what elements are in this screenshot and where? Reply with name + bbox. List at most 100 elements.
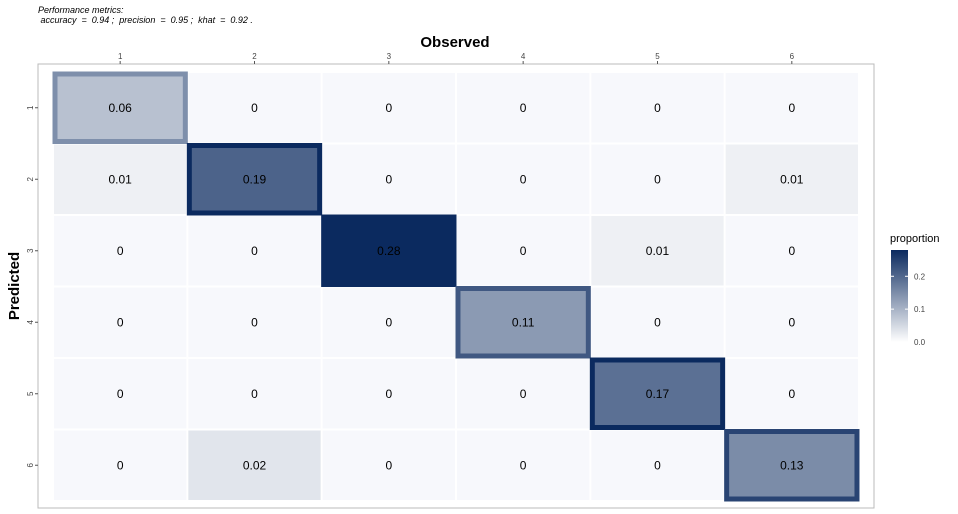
heatmap-cell — [456, 216, 590, 286]
diagonal-highlight — [589, 357, 726, 430]
x-tick-label: 3 — [387, 52, 392, 61]
heatmap-cell — [54, 430, 187, 500]
cell-label: 0.06 — [108, 101, 132, 115]
diagonal-highlights — [52, 71, 860, 502]
heatmap-cell — [456, 430, 590, 500]
diagonal-highlight — [321, 214, 457, 287]
heatmap-cell — [591, 216, 724, 286]
cell-label: 0 — [788, 101, 795, 115]
cell-labels: 0.06 0 0 0 0 0 0.01 0.19 0 0 0 0.01 0 0 0.28 0 0.01 0 0 0 0 0… — [108, 101, 803, 473]
performance-metrics: Performance metrics: accuracy = 0.94 ; p… — [38, 5, 253, 25]
heatmap-cell — [456, 287, 590, 357]
heatmap-cell — [591, 144, 724, 214]
heatmap-cell — [322, 144, 455, 214]
cell-label: 0.01 — [646, 244, 670, 258]
cell-label: 0.19 — [243, 172, 267, 186]
y-axis-title: Predicted — [6, 252, 23, 320]
heatmap-cell — [725, 73, 858, 143]
cell-label: 0 — [385, 458, 392, 472]
x-tick-label: 1 — [118, 52, 123, 61]
diagonal-highlight — [52, 71, 188, 144]
heatmap-cell — [591, 430, 724, 500]
heatmap-cell — [725, 216, 858, 286]
heatmap-cell — [456, 73, 590, 143]
cell-label: 0 — [520, 172, 527, 186]
heatmap-cell — [188, 144, 321, 214]
heatmap-cell — [322, 430, 455, 500]
diagonal-highlight — [724, 429, 860, 502]
cell-label: 0.17 — [646, 387, 670, 401]
cell-label: 0 — [117, 387, 124, 401]
cell-label: 0.13 — [780, 458, 804, 472]
cell-label: 0 — [385, 101, 392, 115]
cell-label: 0 — [117, 315, 124, 329]
diagonal-highlight — [455, 286, 591, 359]
cell-label: 0 — [117, 244, 124, 258]
legend-title: proportion — [890, 233, 940, 245]
heatmap-cell — [188, 430, 321, 500]
heatmap-cell — [188, 359, 321, 429]
heatmap-cell — [456, 144, 590, 214]
cell-label: 0 — [654, 458, 661, 472]
x-axis-ticks: 1 2 3 4 5 6 — [118, 52, 795, 64]
heatmap-cell — [54, 144, 187, 214]
legend-tick-label: 0.1 — [914, 305, 926, 314]
cell-label: 0 — [520, 387, 527, 401]
cell-label: 0.28 — [377, 244, 401, 258]
cell-label: 0 — [251, 387, 258, 401]
y-axis-ticks: 1 2 3 4 5 6 — [26, 105, 38, 467]
cell-label: 0 — [654, 315, 661, 329]
heatmap-cell — [322, 359, 455, 429]
metrics-heading: Performance metrics: — [38, 5, 124, 15]
cell-label: 0.01 — [780, 172, 804, 186]
metrics-values: accuracy = 0.94 ; precision = 0.95 ; kha… — [40, 15, 253, 25]
y-tick-label: 1 — [26, 105, 35, 110]
cell-label: 0 — [251, 244, 258, 258]
legend-tick-label: 0.2 — [914, 272, 926, 281]
y-tick-label: 3 — [26, 248, 35, 253]
cell-label: 0.02 — [243, 458, 267, 472]
y-tick-label: 2 — [26, 176, 35, 181]
heatmap-cell — [591, 359, 724, 429]
heatmap-cell — [725, 287, 858, 357]
x-axis-title: Observed — [420, 34, 489, 51]
heatmap-cell — [54, 359, 187, 429]
heatmap-cell — [188, 73, 321, 143]
heatmap-cell — [591, 73, 724, 143]
heatmap-cell — [188, 216, 321, 286]
cell-label: 0 — [520, 244, 527, 258]
cell-label: 0 — [251, 315, 258, 329]
cell-label: 0 — [654, 172, 661, 186]
heatmap-cell — [322, 216, 455, 286]
heatmap-cell — [725, 359, 858, 429]
heatmap-cell — [322, 73, 455, 143]
cell-label: 0 — [520, 458, 527, 472]
cell-label: 0.01 — [108, 172, 132, 186]
heatmap-cell — [725, 144, 858, 214]
cell-label: 0 — [788, 315, 795, 329]
cell-label: 0 — [251, 101, 258, 115]
heatmap-cell — [725, 430, 858, 500]
legend-tick-label: 0.0 — [914, 338, 926, 347]
heatmap-cell — [322, 287, 455, 357]
heatmap-cell — [591, 287, 724, 357]
x-tick-label: 6 — [790, 52, 795, 61]
heatmap-cell — [54, 73, 187, 143]
heatmap-cell — [188, 287, 321, 357]
heatmap-cell — [54, 287, 187, 357]
cell-label: 0 — [788, 387, 795, 401]
heatmap-cell — [456, 359, 590, 429]
y-tick-label: 5 — [26, 391, 35, 396]
cell-label: 0.11 — [512, 315, 535, 329]
cell-label: 0 — [117, 458, 124, 472]
x-tick-label: 5 — [655, 52, 660, 61]
cell-label: 0 — [385, 315, 392, 329]
diagonal-highlight — [186, 143, 323, 216]
y-tick-label: 4 — [26, 319, 35, 324]
x-tick-label: 2 — [252, 52, 257, 61]
legend-ticks: 0.0 0.1 0.2 — [891, 272, 926, 347]
panel-border — [37, 63, 875, 509]
x-tick-label: 4 — [521, 52, 526, 61]
cell-label: 0 — [385, 172, 392, 186]
